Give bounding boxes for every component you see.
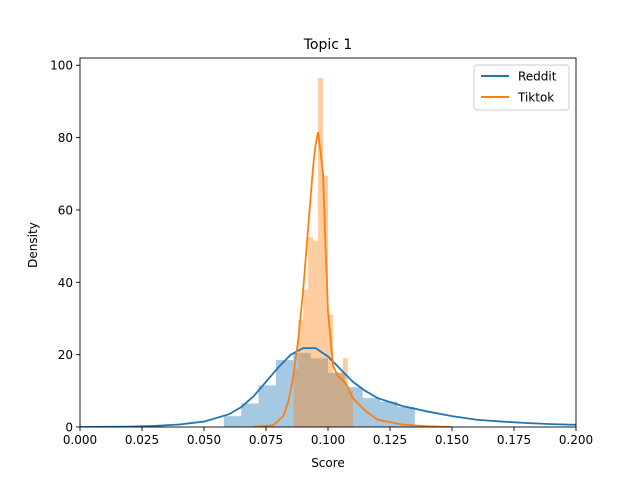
hist-bar [308,237,314,427]
y-tick-label: 80 [58,131,73,145]
hist-bar [241,403,259,427]
hist-bar [293,369,299,427]
hist-bar [345,387,363,427]
hist-bar [323,175,328,427]
x-tick-label: 0.200 [559,433,593,447]
y-tick-label: 0 [65,421,73,435]
legend-label: Tiktok [517,91,554,105]
hist-tiktok [293,77,353,427]
y-tick-label: 20 [58,348,73,362]
hist-bar [337,372,343,427]
legend: Reddit Tiktok [473,64,570,111]
hist-bar [342,358,348,427]
x-tick-label: 0.050 [187,433,221,447]
x-tick-label: 0.075 [249,433,283,447]
hist-bar [397,407,415,427]
y-tick-label: 60 [58,203,73,217]
y-tick-label: 100 [50,59,73,73]
hist-bar [258,385,276,427]
hist-bar [298,320,304,427]
x-tick-label: 0.000 [63,433,97,447]
hist-bar [328,314,333,427]
hist-reddit [223,352,415,427]
hist-bar [275,360,294,427]
y-axis-label: Density [26,222,40,268]
x-tick-label: 0.025 [125,433,159,447]
hist-bar [313,240,319,427]
legend-label: Reddit [518,70,557,84]
hist-bar [347,390,353,427]
kde-line-reddit [80,347,576,427]
hist-bar [223,416,242,427]
plot-area [80,77,576,427]
kde-line-tiktok [253,131,453,427]
y-tick-label: 40 [58,276,73,290]
hist-bar [293,352,311,427]
chart-title: Topic 1 [303,37,353,53]
hist-bar [328,372,346,427]
x-axis-label: Score [311,456,345,470]
hist-bar [310,358,328,427]
hist-bar [303,289,309,427]
x-tick-label: 0.150 [435,433,469,447]
x-tick-label: 0.125 [373,433,407,447]
axes: 0.000 0.025 0.050 0.075 0.100 0.125 0.150 0.175… [50,57,593,447]
hist-bar [362,398,381,427]
x-tick-label: 0.100 [311,433,345,447]
x-tick-label: 0.175 [497,433,531,447]
hist-bar [332,372,338,427]
hist-bar [318,77,324,427]
